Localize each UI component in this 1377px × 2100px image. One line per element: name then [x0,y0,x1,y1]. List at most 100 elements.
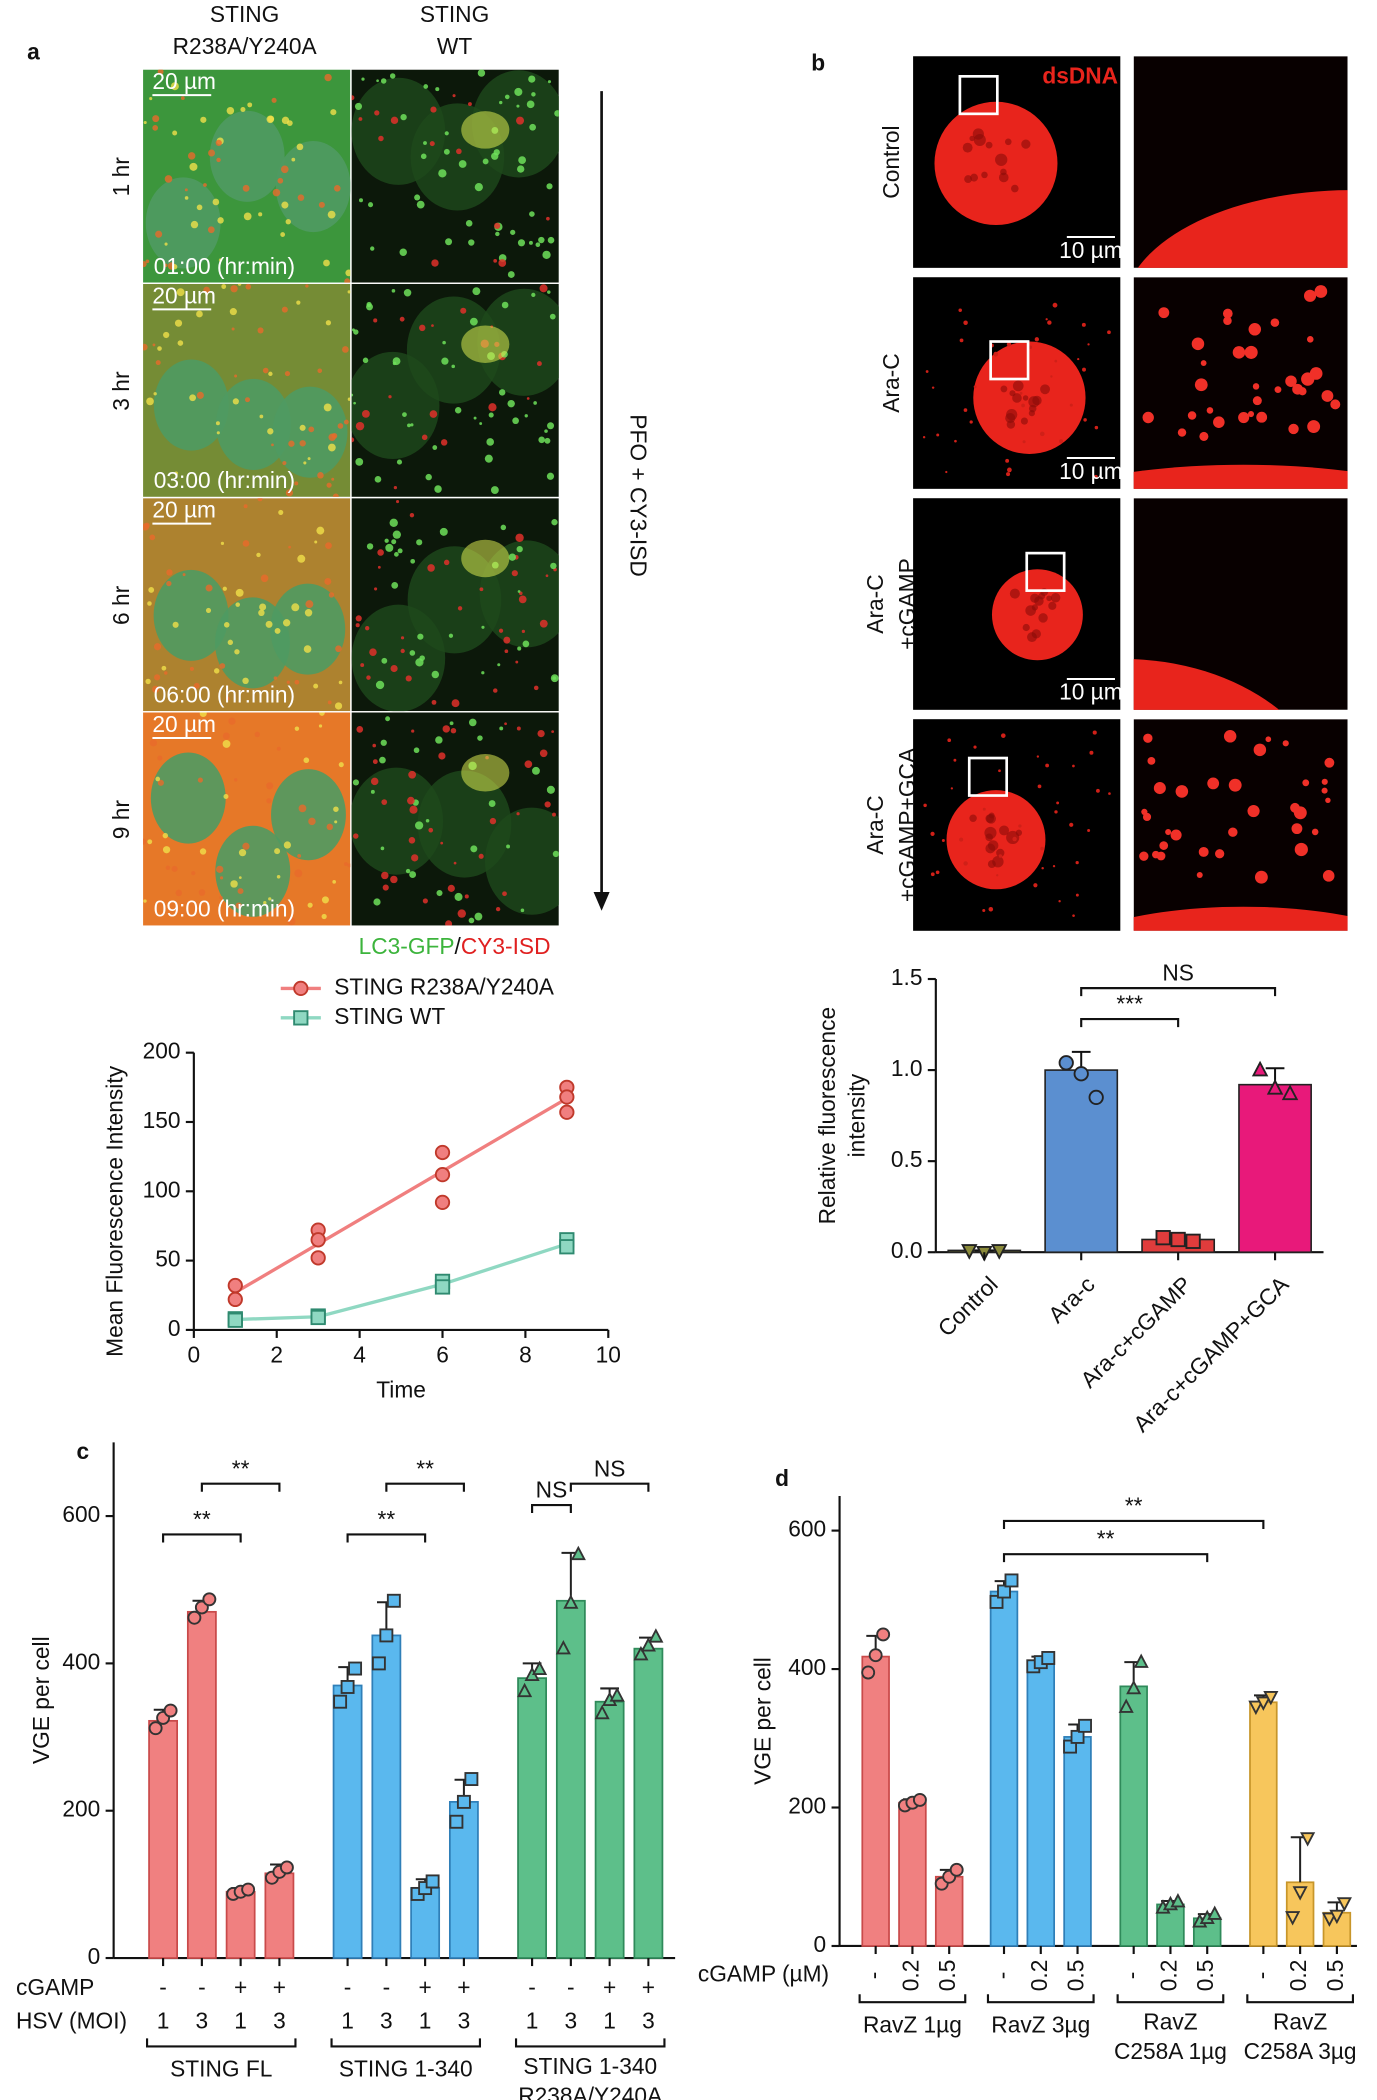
dot [286,680,290,684]
dot [1223,730,1237,743]
point [989,1594,1004,1609]
dot [358,117,363,121]
nucleus-spot [1040,384,1050,395]
point [379,1628,394,1643]
dot [258,212,263,217]
dot [149,97,153,101]
point [279,1860,294,1875]
dot [504,649,509,654]
dot [953,758,957,762]
x-tick-label: Control [933,1271,1003,1341]
dot [305,284,309,288]
dot [242,842,250,850]
dot [547,290,551,294]
dot [440,841,444,845]
dot [396,459,403,465]
nucleus-spot [1050,593,1061,603]
dot [516,726,521,731]
zoom-box [967,756,1009,797]
dot [454,892,463,901]
y-tick-label: 100 [143,1176,181,1202]
dot [215,421,220,426]
dot [316,526,325,535]
dot [945,470,948,474]
legend-marker [293,980,309,997]
timestamp: 01:00 (hr:min) [154,253,295,279]
dot [467,102,472,106]
dot [1152,850,1160,859]
dot [411,854,419,862]
point [1248,1700,1264,1716]
dot [959,338,964,343]
y-tick-label: 600 [788,1516,826,1542]
nucleus-edge [1133,464,1348,489]
dot [182,573,186,577]
dot [353,401,356,405]
row-label: Ara-C [878,353,904,412]
dot [327,443,336,452]
nucleus-spot [987,840,999,851]
dot [493,149,500,156]
dot [1248,323,1262,336]
dot [409,512,415,518]
dot [1321,390,1334,402]
dot [1309,367,1323,380]
dot [1075,893,1079,897]
dot [143,899,147,903]
micrograph-zoom [1133,277,1348,489]
stain-part: CY3-ISD [461,933,551,959]
nucleus-spot [1000,385,1008,393]
cell-nucleus [145,177,221,269]
dot [288,440,295,447]
dot [1207,777,1220,790]
dot [532,766,540,775]
dot [143,120,147,125]
dot [161,665,167,671]
column-header: WT [437,33,472,59]
dot [216,431,220,435]
bar [633,1647,664,1959]
dot [345,269,351,277]
row-label: Ara-C [862,574,888,633]
dot [490,486,499,494]
dot [308,426,315,433]
dot [550,562,557,570]
y-axis-label: VGE per cell [28,1636,54,1764]
dot [288,545,291,549]
dot [1058,900,1061,903]
row-value: 3 [380,2007,393,2033]
dot [313,683,319,689]
row-value: - [159,1974,167,2000]
fit-line [234,1096,568,1294]
dot [196,204,203,211]
nucleus [946,790,1046,890]
dot [448,633,454,638]
dot [516,116,525,125]
nucleus-spot [1011,184,1019,193]
dot [385,716,391,722]
dot [539,619,548,628]
dot [533,401,537,405]
dot [538,436,545,444]
dot [504,722,507,726]
row-value: 0.5 [1322,1960,1348,1992]
dot [361,77,365,81]
dot [391,289,396,293]
dot [338,762,344,768]
dot [268,897,272,901]
dot [1077,357,1080,361]
point [1070,1729,1085,1744]
dot [1232,346,1246,359]
x-tick-label: 6 [436,1342,449,1368]
nucleus-spot [1031,629,1041,639]
dot [347,863,351,868]
micrograph [351,712,559,926]
dot [1291,823,1303,835]
point [348,1661,363,1676]
dot [351,393,354,397]
dot [271,443,274,447]
dot [199,712,207,718]
row-value: 0.5 [1192,1960,1218,1992]
cell-nucleus [275,141,351,233]
dot [1238,411,1250,424]
